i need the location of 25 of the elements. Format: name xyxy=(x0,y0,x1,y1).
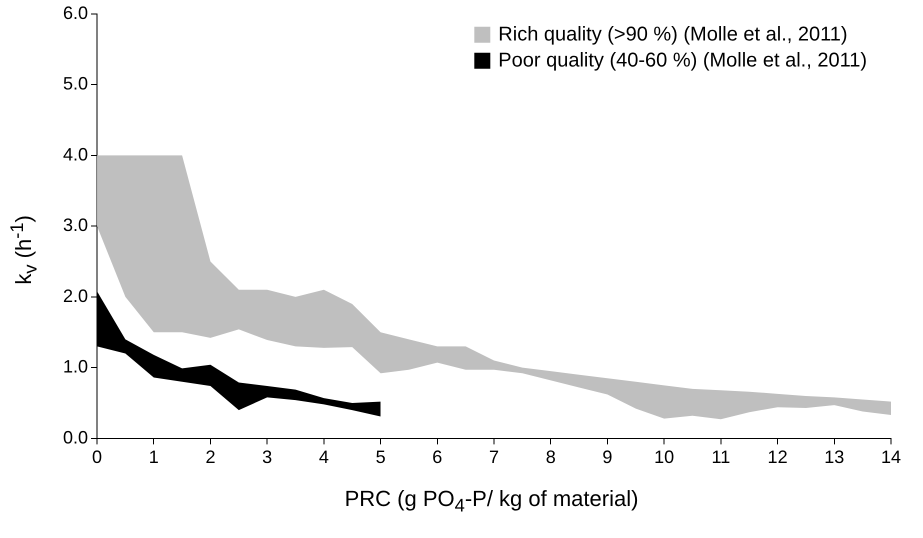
x-tick-label: 14 xyxy=(880,447,902,468)
y-tick-label: 3.0 xyxy=(62,215,88,236)
x-tick-label: 4 xyxy=(318,447,329,468)
x-tick-label: 5 xyxy=(376,447,386,468)
x-tick-label: 3 xyxy=(262,447,272,468)
x-tick-label: 13 xyxy=(824,447,844,468)
x-tick-label: 8 xyxy=(546,447,556,468)
legend-label: Rich quality (>90 %) (Molle et al., 2011) xyxy=(498,23,848,46)
y-tick-label: 6.0 xyxy=(62,2,88,23)
x-tick-label: 0 xyxy=(92,447,102,468)
x-tick-label: 12 xyxy=(768,447,788,468)
y-tick-label: 0.0 xyxy=(62,427,88,448)
y-tick-label: 4.0 xyxy=(62,144,88,164)
x-tick-label: 2 xyxy=(205,447,216,468)
y-tick-label: 2.0 xyxy=(62,286,88,306)
x-tick-label: 9 xyxy=(602,447,612,468)
legend-label: Poor quality (40-60 %) (Molle et al., 2011) xyxy=(498,49,868,72)
y-tick-label: 5.0 xyxy=(62,74,88,94)
x-tick-label: 7 xyxy=(489,447,500,468)
x-axis-title: PRC (g PO$_{4}$-P/ kg of material) xyxy=(344,486,640,516)
y-tick-label: 1.0 xyxy=(62,356,88,377)
x-tick-label: 11 xyxy=(712,447,730,468)
x-tick-label: 1 xyxy=(148,447,159,468)
x-tick-label: 10 xyxy=(654,447,674,468)
x-tick-label: 6 xyxy=(432,447,442,468)
